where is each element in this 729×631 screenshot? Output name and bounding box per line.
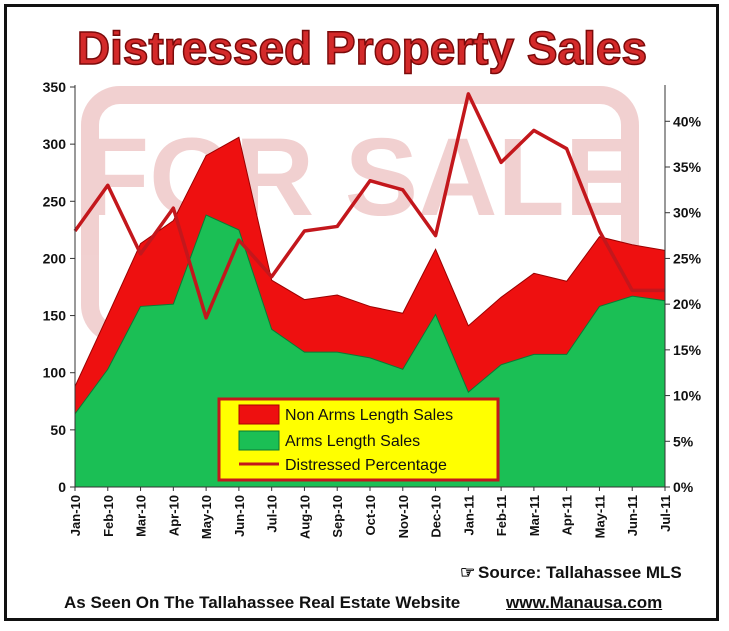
x-tick-label: Nov-10 <box>396 495 411 538</box>
legend: Non Arms Length Sales Arms Length Sales … <box>217 397 500 482</box>
legend-swatch-non-arms <box>238 404 280 425</box>
x-tick-label: Sep-10 <box>330 495 345 538</box>
right-tick-label: 30% <box>673 205 702 221</box>
right-tick-label: 5% <box>673 433 694 449</box>
x-tick-label: Jul-10 <box>265 495 280 533</box>
right-tick-label: 0% <box>673 479 694 495</box>
x-tick-label: Jul-11 <box>658 495 673 532</box>
source-text: Source: Tallahassee MLS <box>478 563 682 582</box>
right-tick-label: 15% <box>673 342 702 358</box>
x-tick-label: Apr-10 <box>166 495 181 536</box>
left-tick-label: 200 <box>43 250 67 266</box>
right-tick-label: 25% <box>673 250 702 266</box>
axes: 0 50 100 150 200 250 300 350 0% 5% 10% 15% 20% 25% 30%… <box>43 79 702 539</box>
legend-label-non-arms: Non Arms Length Sales <box>285 407 453 424</box>
left-tick-label: 0 <box>58 479 66 495</box>
x-tick-label: Jan-10 <box>68 495 83 536</box>
x-tick-label: Apr-11 <box>560 495 575 535</box>
distressed-percentage-line <box>73 92 665 320</box>
x-tick-label: Aug-10 <box>297 495 312 539</box>
legend-label-pct: Distressed Percentage <box>285 457 447 474</box>
seen-on-text: As Seen On The Tallahassee Real Estate W… <box>64 593 461 612</box>
x-tick-label: Jan-11 <box>461 495 476 535</box>
right-tick-label: 10% <box>673 388 702 404</box>
right-tick-label: 40% <box>673 113 702 129</box>
x-tick-label: Feb-10 <box>101 495 116 537</box>
legend-label-arms: Arms Length Sales <box>285 433 420 450</box>
left-tick-label: 300 <box>43 136 67 152</box>
right-tick-label: 20% <box>673 296 702 312</box>
right-tick-label: 35% <box>673 159 702 175</box>
x-tick-label: Jun-11 <box>625 495 640 536</box>
left-tick-label: 350 <box>43 79 67 95</box>
left-tick-label: 100 <box>43 365 67 381</box>
left-tick-label: 50 <box>50 422 66 438</box>
website-link[interactable]: www.Manausa.com <box>506 593 663 612</box>
x-tick-label: Dec-10 <box>429 495 444 538</box>
x-tick-label: Jun-10 <box>232 495 247 537</box>
hand-pointer-icon: ☞ <box>460 563 476 582</box>
source-note: ☞ Source: Tallahassee MLS <box>460 563 682 583</box>
legend-swatch-arms <box>238 430 280 451</box>
x-tick-label: Feb-11 <box>494 495 509 536</box>
x-tick-label: Oct-10 <box>363 495 378 535</box>
x-tick-label: Mar-10 <box>134 495 149 537</box>
x-tick-label: Mar-11 <box>527 495 542 536</box>
left-tick-label: 250 <box>43 193 67 209</box>
chart-title: Distressed Property Sales <box>77 22 647 74</box>
x-tick-label: May-11 <box>592 495 607 538</box>
x-tick-label: May-10 <box>199 495 214 539</box>
left-tick-label: 150 <box>43 308 67 324</box>
